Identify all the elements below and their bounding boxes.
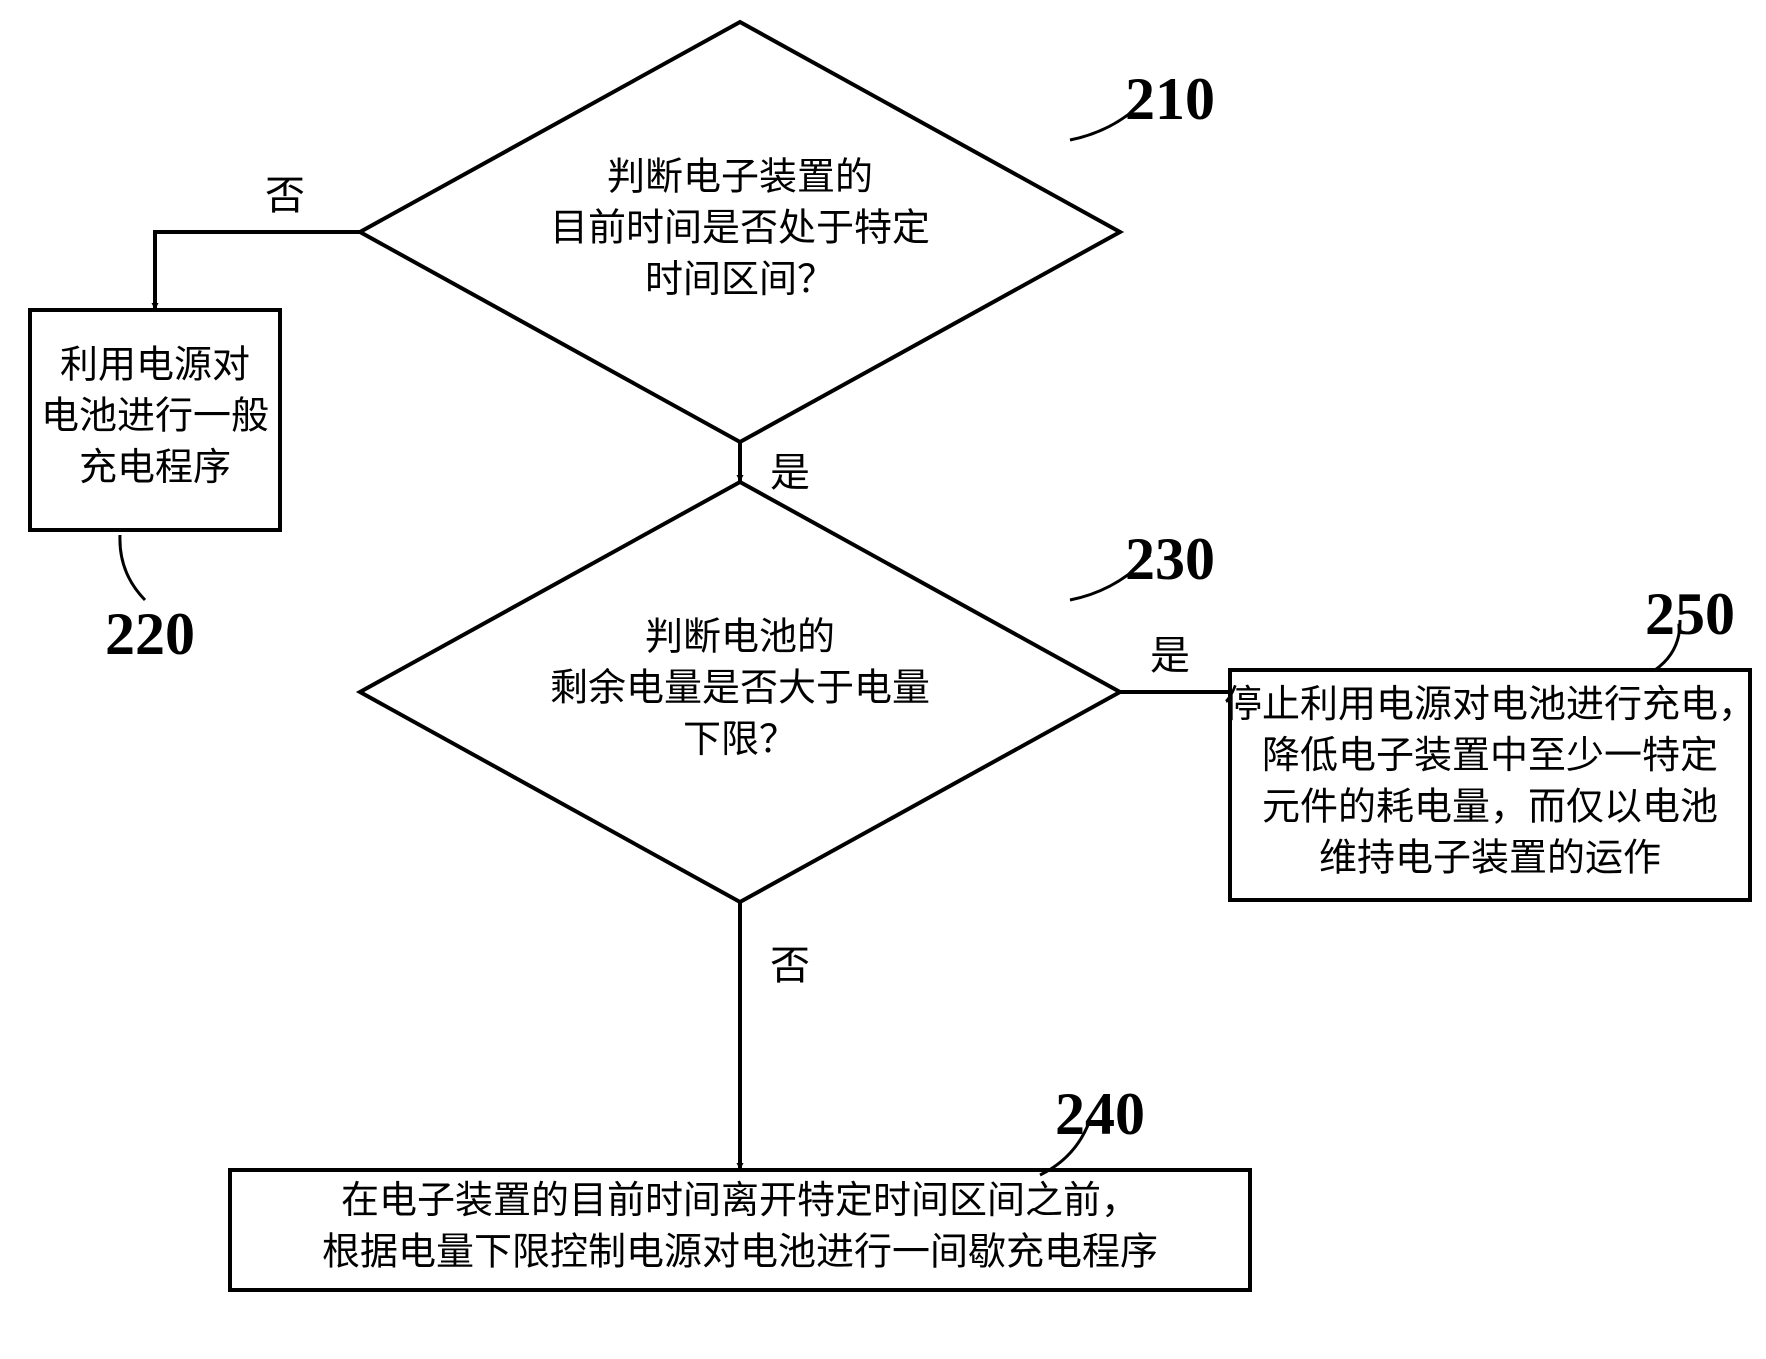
svg-text:判断电池的: 判断电池的: [645, 616, 835, 658]
leader-c220: [120, 535, 145, 600]
decision-text-d230: 判断电池的剩余电量是否大于电量下限？: [550, 616, 930, 761]
svg-text:判断电子装置的: 判断电子装置的: [607, 156, 873, 198]
svg-text:维持电子装置的运作: 维持电子装置的运作: [1319, 838, 1661, 880]
ref-label-l210: 210: [1125, 66, 1215, 132]
edge-label-e210_yes: 是: [770, 450, 810, 495]
svg-text:充电程序: 充电程序: [79, 447, 231, 489]
svg-text:根据电量下限控制电源对电池进行一间歇充电程序: 根据电量下限控制电源对电池进行一间歇充电程序: [322, 1231, 1158, 1273]
ref-label-l220: 220: [105, 601, 195, 667]
svg-text:时间区间？: 时间区间？: [645, 259, 835, 301]
decision-text-d210: 判断电子装置的目前时间是否处于特定时间区间？: [550, 156, 930, 301]
process-text-p250: 停止利用电源对电池进行充电， 降低电子装置中至少一特定元件的耗电量，而仅以电池维持…: [1224, 684, 1756, 880]
ref-label-l250: 250: [1645, 581, 1735, 647]
ref-label-l240: 240: [1055, 1081, 1145, 1147]
svg-text:降低电子装置中至少一特定: 降低电子装置中至少一特定: [1262, 735, 1718, 777]
ref-label-l230: 230: [1125, 526, 1215, 592]
process-text-p220: 利用电源对电池进行一般充电程序: [41, 344, 269, 489]
edge-e210_no: [155, 232, 360, 310]
edge-label-e230_no: 否: [770, 943, 810, 988]
svg-text:利用电源对: 利用电源对: [60, 344, 250, 386]
edge-label-e210_no: 否: [265, 173, 305, 218]
svg-text:下限？: 下限？: [683, 719, 797, 761]
svg-text:在电子装置的目前时间离开特定时间区间之前，: 在电子装置的目前时间离开特定时间区间之前，: [341, 1180, 1139, 1222]
svg-text:元件的耗电量，而仅以电池: 元件的耗电量，而仅以电池: [1262, 786, 1718, 828]
svg-text:电池进行一般: 电池进行一般: [41, 396, 269, 438]
process-text-p240: 在电子装置的目前时间离开特定时间区间之前， 根据电量下限控制电源对电池进行一间歇充…: [322, 1180, 1158, 1273]
svg-text:目前时间是否处于特定: 目前时间是否处于特定: [550, 208, 930, 250]
svg-text:剩余电量是否大于电量: 剩余电量是否大于电量: [550, 668, 930, 710]
svg-text:停止利用电源对电池进行充电，: 停止利用电源对电池进行充电，: [1224, 684, 1756, 726]
edge-label-e230_yes: 是: [1150, 633, 1190, 678]
